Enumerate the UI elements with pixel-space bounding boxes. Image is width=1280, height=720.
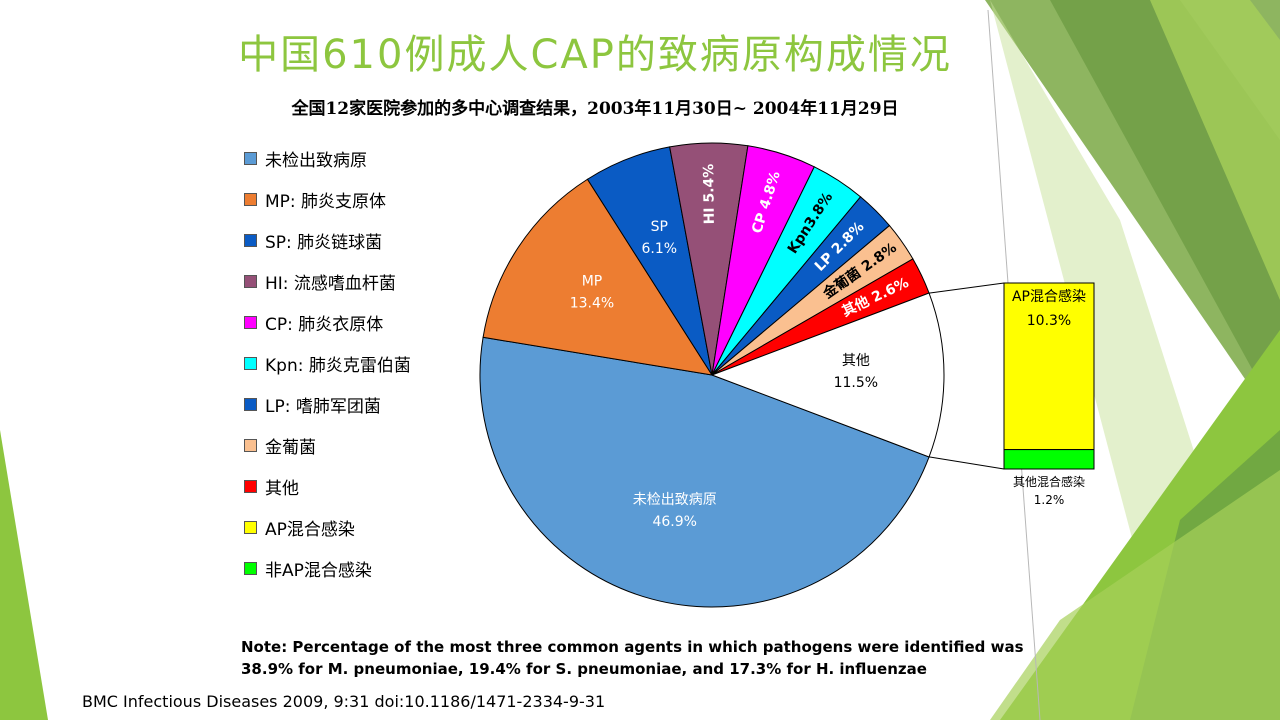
slice-label-group: 其他 11.5% <box>834 353 878 391</box>
legend-swatch <box>244 233 257 247</box>
slice-value-label: 11.5% <box>834 375 878 391</box>
legend-item: CP: 肺炎衣原体 <box>244 310 384 335</box>
slice-label-group: HI 5.4% <box>701 164 718 225</box>
bar-segment-label: 其他混合感染 <box>1013 474 1085 489</box>
legend-item: SP: 肺炎链球菌 <box>244 228 383 253</box>
legend-item: Kpn: 肺炎克雷伯菌 <box>244 351 411 376</box>
slice-label: MP <box>582 274 603 290</box>
legend-item: 非AP混合感染 <box>244 556 372 581</box>
slice-label: SP <box>651 219 668 235</box>
legend-swatch <box>244 192 257 206</box>
legend-label: 未检出致病原 <box>265 150 367 171</box>
legend-label: HI: 流感嗜血杆菌 <box>265 273 396 294</box>
bar-segment-label: AP混合感染 <box>1012 288 1086 305</box>
bar-segment-value: 10.3% <box>1027 313 1071 329</box>
legend-item: 未检出致病原 <box>244 146 367 171</box>
legend-label: CP: 肺炎衣原体 <box>265 314 384 335</box>
legend-label: AP混合感染 <box>265 519 355 540</box>
legend-swatch <box>244 561 257 575</box>
legend-swatch <box>244 397 257 411</box>
footnote-line-1: Note: Percentage of the most three commo… <box>241 638 1024 656</box>
legend-swatch <box>244 356 257 370</box>
footnote-line-2: 38.9% for M. pneumoniae, 19.4% for S. pn… <box>241 660 927 678</box>
slice-value-label: 6.1% <box>642 241 678 257</box>
legend-swatch <box>244 315 257 329</box>
slice-label-group: 未检出致病原 46.9% <box>633 492 717 530</box>
slice-label: HI 5.4% <box>701 164 718 225</box>
legend-swatch <box>244 274 257 288</box>
slide-subtitle: 全国12家医院参加的多中心调查结果，2003年11月30日~ 2004年11月2… <box>291 99 899 119</box>
legend-item: 其他 <box>244 474 299 499</box>
bar-segment <box>1003 449 1095 470</box>
pie-slice <box>482 178 714 376</box>
legend-swatch <box>244 520 257 534</box>
legend-swatch <box>244 151 257 165</box>
legend-swatch <box>244 438 257 452</box>
legend-label: 其他 <box>265 478 299 499</box>
legend-label: Kpn: 肺炎克雷伯菌 <box>265 355 411 376</box>
connector-line <box>928 282 1005 294</box>
legend-label: 金葡菌 <box>265 437 316 458</box>
legend-label: SP: 肺炎链球菌 <box>265 232 383 253</box>
slice-label: 其他 <box>842 353 870 369</box>
legend-label: MP: 肺炎支原体 <box>265 191 387 212</box>
slice-label: 未检出致病原 <box>633 492 717 508</box>
slice-value-label: 46.9% <box>652 514 696 530</box>
legend-item: HI: 流感嗜血杆菌 <box>244 269 396 294</box>
legend-item: AP混合感染 <box>244 515 355 540</box>
footnote: Note: Percentage of the most three commo… <box>241 636 1024 680</box>
legend-swatch <box>244 479 257 493</box>
legend-item: 金葡菌 <box>244 433 316 458</box>
bar-segment <box>1003 282 1095 451</box>
pie-slice <box>710 292 945 458</box>
slide-title: 中国610例成人CAP的致病原构成情况 <box>238 32 952 78</box>
connector-line <box>928 456 1005 470</box>
legend-label: LP: 嗜肺军团菌 <box>265 396 381 417</box>
legend-item: LP: 嗜肺军团菌 <box>244 392 381 417</box>
pie-slice <box>479 336 930 608</box>
slice-value-label: 13.4% <box>570 296 614 312</box>
bar-segment-value: 1.2% <box>1034 493 1065 507</box>
slice-label-group: SP 6.1% <box>642 219 678 257</box>
legend-label: 非AP混合感染 <box>265 560 372 581</box>
legend-item: MP: 肺炎支原体 <box>244 187 387 212</box>
slice-label-group: MP 13.4% <box>570 274 614 312</box>
source-citation: BMC Infectious Diseases 2009, 9:31 doi:1… <box>82 692 606 711</box>
